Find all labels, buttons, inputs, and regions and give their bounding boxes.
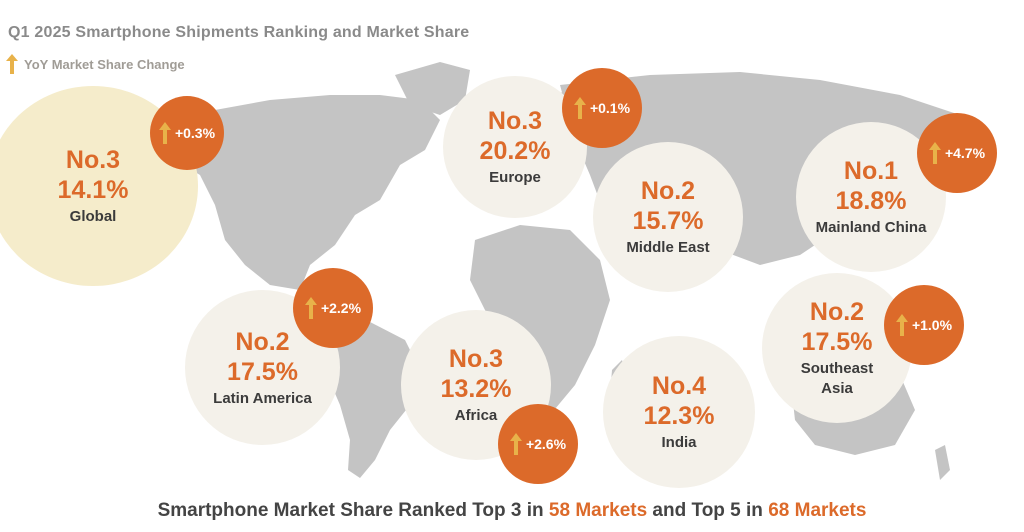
region-name-line1: Southeast: [800, 360, 874, 377]
yoy-change-badge: +2.2%: [293, 268, 373, 348]
footer-summary: Smartphone Market Share Ranked Top 3 in …: [157, 500, 867, 521]
market-share: 17.5%: [227, 357, 298, 386]
market-share: 13.2%: [440, 375, 512, 403]
region-name: Latin America: [213, 389, 312, 407]
up-arrow-icon: [509, 433, 522, 455]
rank: No.2: [640, 177, 696, 205]
rank: No.1: [843, 157, 899, 185]
legend: YoY Market Share Change: [6, 54, 185, 74]
region-southeast-asia: No.2 17.5% Southeast Asia: [762, 273, 912, 423]
up-arrow-icon: [928, 142, 941, 164]
market-share: 18.8%: [835, 187, 907, 215]
region-middle-east: No.2 15.7% Middle East: [593, 142, 743, 292]
rank: No.3: [65, 146, 121, 174]
rank: No.3: [448, 345, 504, 373]
rank: No.2: [809, 298, 865, 326]
page-title: Q1 2025 Smartphone Shipments Ranking and…: [8, 24, 470, 41]
rank: No.2: [235, 327, 290, 356]
region-name: Europe: [489, 169, 541, 186]
up-arrow-icon: [304, 297, 317, 319]
yoy-change-badge: +1.0%: [884, 285, 964, 365]
region-name: Middle East: [626, 239, 710, 256]
yoy-change-badge: +4.7%: [917, 113, 997, 193]
rank: No.4: [651, 372, 707, 400]
market-share: 14.1%: [57, 176, 129, 204]
up-arrow-icon: [573, 97, 586, 119]
region-name-line2: Asia: [821, 380, 853, 397]
market-share: 12.3%: [643, 402, 715, 430]
legend-label: YoY Market Share Change: [24, 56, 185, 72]
region-name: Africa: [454, 407, 498, 424]
market-share: 20.2%: [479, 137, 551, 165]
up-arrow-icon: [895, 314, 908, 336]
highlight-top5-markets: 68 Markets: [768, 500, 867, 521]
region-name: Mainland China: [815, 219, 927, 236]
region-name: Global: [69, 208, 117, 225]
up-arrow-icon: [6, 54, 18, 74]
highlight-top3-markets: 58 Markets: [548, 500, 648, 521]
yoy-change-badge: +0.1%: [562, 68, 642, 148]
region-name: India: [661, 434, 697, 451]
rank: No.3: [487, 107, 543, 135]
market-share: 15.7%: [632, 207, 704, 235]
yoy-change-badge: +0.3%: [150, 96, 224, 170]
market-share: 17.5%: [801, 328, 873, 356]
up-arrow-icon: [158, 122, 171, 144]
yoy-change-badge: +2.6%: [498, 404, 578, 484]
region-india: No.4 12.3% India: [603, 336, 755, 488]
